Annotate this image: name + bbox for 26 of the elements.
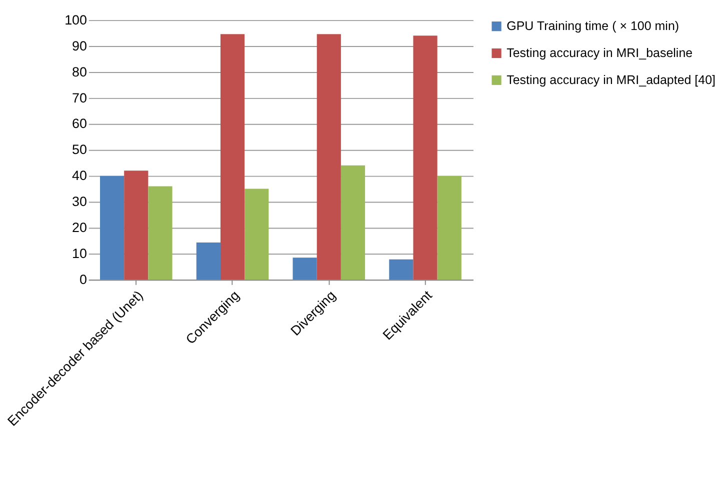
bar: [196, 242, 220, 280]
bar: [220, 34, 245, 280]
y-tick-label: 100: [64, 12, 87, 28]
y-tick-label: 50: [72, 142, 87, 158]
y-tick-label: 40: [72, 168, 87, 184]
y-tick-label: 60: [72, 116, 87, 132]
y-tick-label: 30: [72, 194, 87, 210]
bar: [148, 186, 172, 280]
legend-label: Testing accuracy in MRI_adapted [40]: [506, 73, 716, 88]
bar: [292, 258, 317, 280]
bar: [316, 34, 341, 280]
legend-label: GPU Training time ( × 100 min): [506, 19, 680, 34]
legend-label: Testing accuracy in MRI_baseline: [506, 46, 693, 60]
y-tick-label: 10: [72, 246, 87, 262]
y-tick-label: 20: [72, 220, 87, 236]
bar: [437, 176, 462, 280]
bar: [244, 188, 269, 280]
bar: [100, 176, 124, 280]
bar: [413, 36, 438, 280]
y-tick-label: 0: [80, 272, 87, 287]
bar: [124, 170, 148, 280]
y-tick-label: 70: [72, 90, 87, 106]
bar: [340, 165, 366, 280]
y-tick-label: 90: [72, 38, 87, 54]
bar: [389, 259, 414, 280]
y-tick-label: 80: [72, 64, 87, 80]
